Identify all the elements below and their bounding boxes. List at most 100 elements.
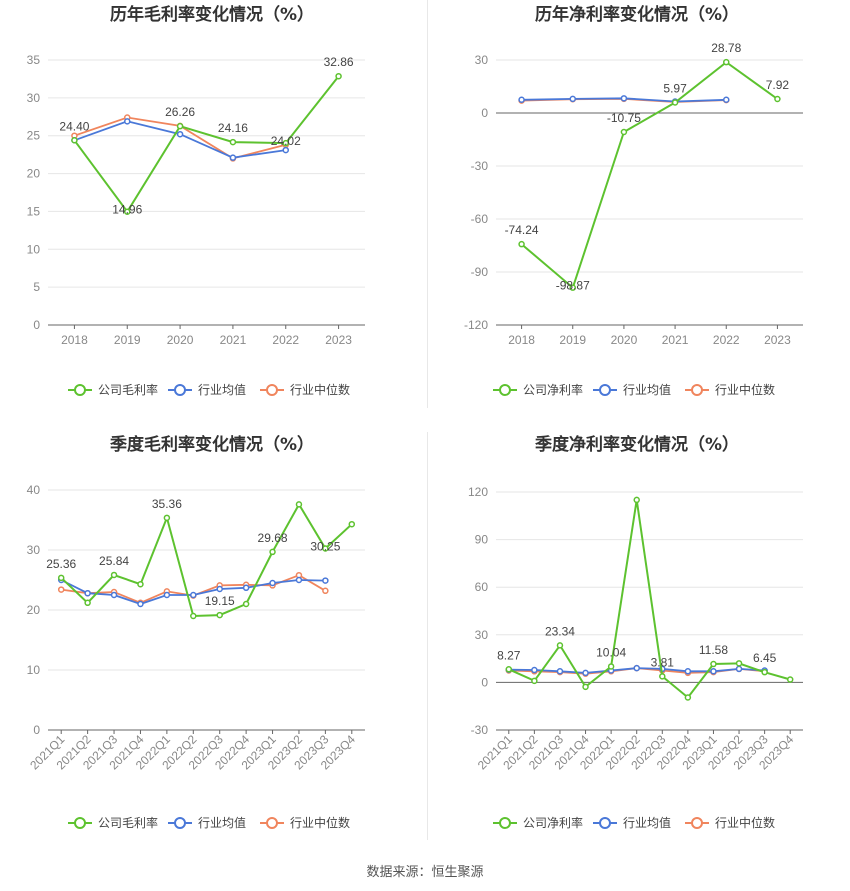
chart-quarterly-net-svg: 季度净利率变化情况（%）-3003060901202021Q12021Q2202… [468, 434, 803, 830]
y-tick-label: 0 [33, 723, 40, 737]
x-tick-label: 2018 [508, 333, 535, 347]
legend-label: 行业中位数 [290, 382, 350, 397]
data-point-average [684, 668, 692, 675]
x-tick-label: 2022 [713, 333, 740, 347]
data-label: 26.26 [165, 105, 195, 119]
legend-label: 行业中位数 [715, 815, 775, 830]
chart-annual-net: 历年净利率变化情况（%） -120 -90 -60 -30 0 30 2018 2019 2020… [425, 0, 850, 430]
data-point-company [620, 128, 628, 136]
data-label: 28.78 [711, 41, 741, 55]
data-point-average [620, 95, 628, 102]
data-source-label: 数据来源：恒生聚源 [366, 865, 484, 880]
y-tick-label: 40 [27, 483, 41, 497]
data-point-company [671, 99, 679, 106]
data-point-average [322, 577, 329, 584]
legend-marker-icon [599, 384, 611, 396]
x-tick-label: 2019 [114, 333, 141, 347]
y-tick-label: -60 [471, 212, 489, 226]
legend-marker-icon [266, 817, 278, 829]
y-tick-label: 0 [33, 318, 40, 332]
data-point-average [216, 585, 223, 593]
x-tick-label: 2022 [272, 333, 299, 347]
data-point-company [556, 642, 564, 649]
data-point-average [110, 591, 118, 599]
data-point-company [786, 676, 794, 683]
y-tick-label: 30 [27, 91, 41, 105]
legend-marker-icon [499, 817, 511, 829]
data-point-average [282, 146, 289, 154]
x-tick-label: 2023 [325, 333, 352, 347]
data-point-company [335, 72, 342, 80]
data-label: 30.25 [310, 540, 340, 554]
legend-marker-icon [499, 384, 511, 396]
legend-item-average: 行业均值 [593, 815, 671, 830]
legend-label: 行业中位数 [715, 382, 775, 397]
data-point-average [735, 665, 743, 673]
data-point-company [607, 663, 615, 670]
data-point-company [633, 496, 640, 504]
legend-item-average: 行业均值 [168, 382, 246, 397]
y-tick-label: -90 [471, 265, 489, 279]
data-point-company [57, 574, 65, 582]
legend-label: 行业均值 [198, 815, 246, 830]
legend-item-company: 公司净利率 [493, 382, 583, 397]
legend-marker-icon [691, 817, 703, 829]
chart-quarterly-gross-svg: 季度毛利率变化情况（%）0102030402021Q12021Q22021Q32… [27, 434, 365, 830]
data-point-company [774, 95, 781, 103]
chart-annual-gross: 历年毛利率变化情况（%） 0 5 10 15 20 25 30 35 2018 2019 2020 20… [0, 0, 425, 430]
data-label: 19.15 [205, 594, 235, 608]
chart-title: 季度毛利率变化情况（%） [110, 434, 314, 455]
data-point-company [723, 58, 730, 66]
series-line-company [520, 60, 778, 290]
data-label: -74.24 [505, 223, 539, 237]
chart-title: 历年毛利率变化情况（%） [110, 4, 314, 25]
series-line-company [73, 75, 340, 214]
data-label: 8.27 [497, 648, 521, 662]
legend-marker-icon [74, 384, 86, 396]
data-label: 24.16 [218, 121, 248, 135]
legend-label: 行业中位数 [290, 815, 350, 830]
data-point-average [633, 664, 640, 672]
y-tick-label: 60 [475, 580, 489, 594]
x-tick-label: 2021 [220, 333, 247, 347]
data-label: -98.87 [556, 279, 590, 293]
data-point-median [322, 587, 329, 595]
y-tick-label: 120 [468, 485, 488, 499]
y-tick-label: 20 [27, 603, 41, 617]
data-point-average [176, 130, 184, 138]
legend-label: 公司净利率 [523, 382, 583, 397]
data-point-average [710, 668, 717, 675]
data-point-company [531, 677, 538, 685]
data-point-company [242, 600, 250, 608]
data-point-average [163, 591, 171, 599]
legend-marker-icon [599, 817, 611, 829]
data-point-company [110, 571, 118, 579]
y-tick-label: 5 [33, 280, 40, 294]
data-point-company [348, 520, 356, 528]
data-point-average [190, 591, 197, 599]
y-tick-label: 20 [27, 167, 41, 181]
data-point-average [518, 96, 525, 103]
data-label: 29.68 [258, 531, 288, 545]
y-tick-label: -30 [471, 159, 489, 173]
legend-label: 公司毛利率 [98, 815, 158, 830]
data-point-company [710, 660, 717, 668]
legend-item-company: 公司净利率 [493, 815, 583, 830]
x-tick-label: 2019 [559, 333, 586, 347]
data-label: -10.75 [607, 111, 641, 125]
data-point-company [684, 694, 692, 701]
data-label: 35.36 [152, 497, 182, 511]
data-label: 11.58 [699, 643, 728, 657]
data-point-average [269, 579, 276, 587]
chart-annual-gross-svg: 历年毛利率变化情况（%） 0 5 10 15 20 25 30 35 2018 2019 2020 20… [27, 4, 365, 397]
data-point-company [216, 611, 223, 619]
data-point-company [84, 599, 91, 607]
data-label: 5.97 [663, 81, 687, 95]
legend-item-median: 行业中位数 [260, 815, 350, 830]
data-point-average [569, 95, 576, 103]
data-label: 25.36 [46, 557, 76, 571]
data-point-company [269, 548, 276, 556]
divider-bottom [427, 432, 428, 840]
legend-marker-icon [266, 384, 278, 396]
x-tick-label: 2018 [61, 333, 88, 347]
